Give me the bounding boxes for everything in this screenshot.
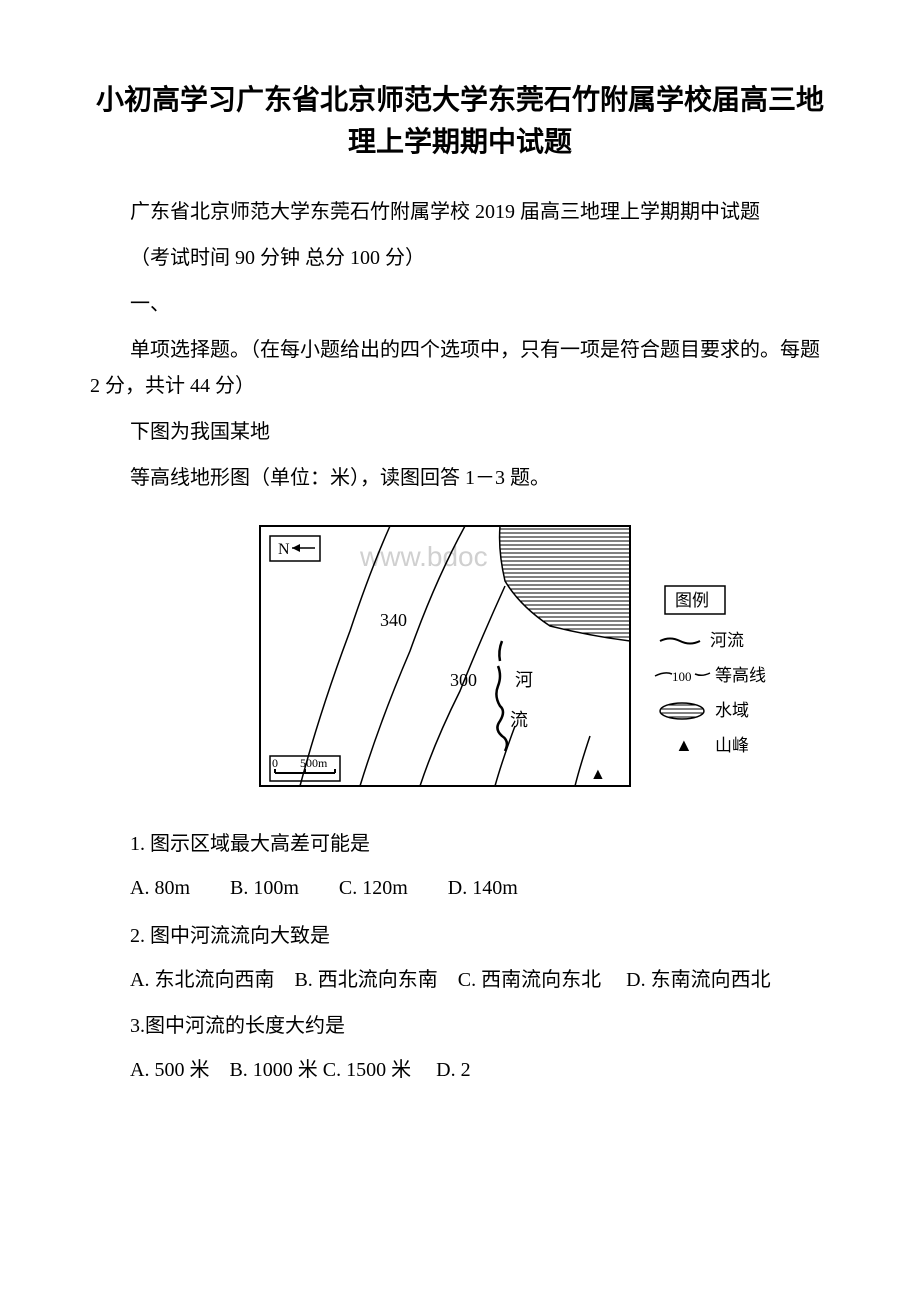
intro-paragraph: 广东省北京师范大学东莞石竹附属学校 2019 届高三地理上学期期中试题 (90, 194, 830, 230)
figure-intro-1: 下图为我国某地 (90, 414, 830, 450)
legend-peak: 山峰 (715, 736, 749, 755)
legend-title: 图例 (675, 591, 709, 610)
section-description: 单项选择题。（在每小题给出的四个选项中，只有一项是符合题目要求的。每题 2 分，… (90, 332, 830, 404)
map-svg: N www.bdoc 340 300 河 流 (240, 511, 800, 801)
figure-intro-2: 等高线地形图（单位：米），读图回答 1－3 题。 (90, 460, 830, 496)
contour-300-label: 300 (450, 670, 477, 690)
legend-contour: 等高线 (715, 666, 766, 685)
question-3: 3.图中河流的长度大约是 (90, 1008, 830, 1044)
topographic-map-diagram: N www.bdoc 340 300 河 流 (240, 511, 800, 806)
legend-100: 100 (672, 669, 692, 684)
north-label: N (278, 541, 290, 558)
watermark: www.bdoc (359, 541, 488, 572)
exam-info: （考试时间 90 分钟 总分 100 分） (90, 240, 830, 276)
river-label-2: 流 (510, 710, 528, 730)
legend-river: 河流 (710, 631, 744, 650)
legend-water: 水域 (715, 701, 749, 720)
section-number: 一、 (90, 286, 830, 322)
question-3-options: A. 500 米 B. 1000 米 C. 1500 米 D. 2 (90, 1052, 830, 1088)
peak-marker: ▲ (590, 766, 606, 783)
question-1-options: A. 80m B. 100m C. 120m D. 140m (90, 870, 830, 906)
question-1: 1. 图示区域最大高差可能是 (90, 826, 830, 862)
question-2-options: A. 东北流向西南 B. 西北流向东南 C. 西南流向东北 D. 东南流向西北 (90, 962, 830, 998)
legend-peak-symbol: ▲ (675, 735, 693, 755)
scale-500: 500m (300, 756, 328, 770)
contour-340-label: 340 (380, 610, 407, 630)
scale-0: 0 (272, 756, 278, 770)
question-2: 2. 图中河流流向大致是 (90, 918, 830, 954)
document-title: 小初高学习广东省北京师范大学东莞石竹附属学校届高三地理上学期期中试题 (90, 80, 830, 164)
river-label-1: 河 (515, 670, 533, 690)
